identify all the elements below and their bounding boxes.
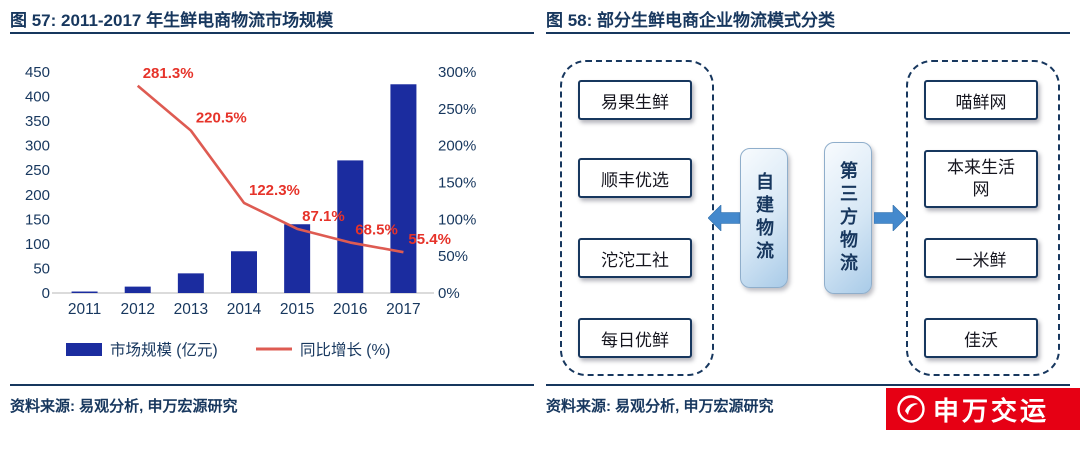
svg-text:250%: 250%	[438, 101, 476, 118]
company-node: 顺丰优选	[578, 158, 692, 198]
arrow-right-icon	[874, 205, 906, 231]
svg-text:2011: 2011	[68, 301, 101, 318]
company-node: 本来生活网	[924, 150, 1038, 208]
svg-text:50%: 50%	[438, 248, 468, 265]
self-built-logistics-box: 自建物流	[740, 148, 788, 288]
svg-text:2015: 2015	[280, 301, 314, 318]
company-node: 沱沱工社	[578, 238, 692, 278]
svg-text:87.1%: 87.1%	[302, 208, 345, 225]
svg-text:同比增长 (%): 同比增长 (%)	[300, 341, 390, 359]
third-party-logistics-box: 第三方物流	[824, 142, 872, 294]
company-node: 每日优鲜	[578, 318, 692, 358]
arrow-left-icon	[708, 205, 740, 231]
svg-text:2017: 2017	[386, 301, 420, 318]
company-node: 佳沃	[924, 318, 1038, 358]
figure-57-source-note: 资料来源: 易观分析, 申万宏源研究	[10, 384, 534, 416]
svg-text:150: 150	[25, 211, 50, 228]
company-node: 一米鲜	[924, 238, 1038, 278]
svg-text:0: 0	[42, 285, 50, 302]
svg-text:55.4%: 55.4%	[408, 231, 451, 248]
figure-57-title: 图 57: 2011-2017 年生鲜电商物流市场规模	[10, 6, 534, 34]
self-built-companies-group: 易果生鲜 顺丰优选 沱沱工社 每日优鲜	[560, 60, 714, 376]
svg-text:350: 350	[25, 113, 50, 130]
svg-text:50: 50	[33, 260, 50, 277]
svg-text:市场规模 (亿元): 市场规模 (亿元)	[110, 341, 218, 359]
svg-text:100: 100	[25, 236, 50, 253]
svg-text:200%: 200%	[438, 138, 476, 155]
svg-text:2013: 2013	[174, 301, 208, 318]
figure-58-panel: 图 58: 部分生鲜电商企业物流模式分类 易果生鲜 顺丰优选 沱沱工社 每日优鲜…	[546, 6, 1070, 446]
svg-text:100%: 100%	[438, 211, 476, 228]
figure-57-chart: 0 50 100 150 200 250 300 350 400 450 0% 50% 100% 150%…	[10, 46, 534, 384]
svg-text:300: 300	[25, 138, 50, 155]
svg-text:400: 400	[25, 89, 50, 106]
figure-58-diagram: 易果生鲜 顺丰优选 沱沱工社 每日优鲜 自建物流 第三方物流 喵鲜网 本来生活网…	[546, 46, 1070, 382]
svg-text:2014: 2014	[227, 301, 262, 318]
company-node: 喵鲜网	[924, 80, 1038, 120]
svg-text:250: 250	[25, 162, 50, 179]
shenwan-logo-icon	[897, 395, 925, 423]
shenwan-logo-text: 申万交运	[933, 395, 1050, 426]
svg-text:200: 200	[25, 187, 50, 204]
svg-text:150%: 150%	[438, 175, 476, 192]
svg-text:300%: 300%	[438, 64, 476, 81]
svg-text:68.5%: 68.5%	[355, 222, 398, 239]
svg-text:2012: 2012	[120, 301, 154, 318]
svg-text:220.5%: 220.5%	[196, 110, 247, 127]
svg-text:0%: 0%	[438, 285, 460, 302]
figure-58-source-note: 资料来源: 易观分析, 申万宏源研究	[546, 384, 1070, 416]
svg-text:450: 450	[25, 64, 50, 81]
company-node: 易果生鲜	[578, 80, 692, 120]
shenwan-jiaoyun-watermark: 申万交运	[886, 388, 1080, 430]
svg-text:2016: 2016	[333, 301, 367, 318]
svg-text:122.3%: 122.3%	[249, 182, 300, 199]
third-party-companies-group: 喵鲜网 本来生活网 一米鲜 佳沃	[906, 60, 1060, 376]
figure-57-panel: 图 57: 2011-2017 年生鲜电商物流市场规模 0 50 100 150 200…	[10, 6, 534, 446]
figure-58-title: 图 58: 部分生鲜电商企业物流模式分类	[546, 6, 1070, 34]
svg-text:281.3%: 281.3%	[143, 65, 194, 82]
